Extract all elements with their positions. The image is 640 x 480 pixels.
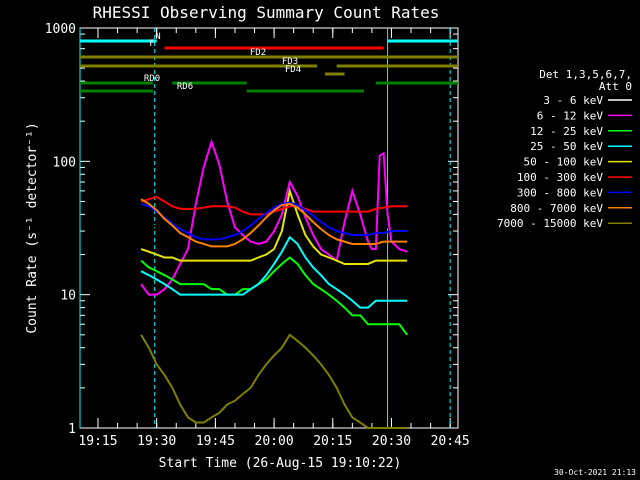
y-tick-label: 1000 [45, 22, 76, 37]
x-tick-label: 19:45 [196, 434, 235, 449]
x-tick-label: 20:30 [372, 434, 411, 449]
flag-bar-label: FD2 [250, 48, 266, 58]
legend-header: Att 0 [599, 80, 632, 93]
x-axis-label: Start Time (26-Aug-15 19:10:22) [159, 456, 402, 471]
flag-bar-label: RD6 [177, 82, 193, 92]
legend-entry-label: 25 - 50 keV [530, 140, 603, 153]
flag-bar-label: FD3 [282, 57, 298, 67]
series-line [140, 186, 408, 265]
legend-entry-label: 7000 - 15000 keV [497, 217, 603, 230]
series-line [140, 195, 408, 216]
y-tick-label: 10 [60, 289, 76, 304]
flag-bar-label: FD4 [285, 65, 301, 75]
flag-bar-label: N [155, 32, 160, 42]
axis-ticks: 19:15 19:30 19:45 20:00 20:15 20:30 20:45 1 10 10… [45, 22, 470, 449]
x-tick-label: 19:30 [137, 434, 176, 449]
series-line [140, 256, 408, 336]
y-tick-label: 100 [53, 155, 76, 170]
x-tick-label: 20:45 [431, 434, 470, 449]
y-axis-label: Count Rate (s⁻¹ detector⁻¹) [25, 122, 40, 333]
legend-entry-label: 3 - 6 keV [543, 94, 603, 107]
flag-bar-label: RD0 [144, 74, 160, 84]
series-line [140, 235, 408, 309]
legend-entry-label: 300 - 800 keV [517, 186, 603, 199]
legend-header: Det 1,3,5,6,7, [539, 68, 632, 81]
y-tick-label: 1 [68, 422, 76, 437]
legend-entry-label: 800 - 7000 keV [510, 202, 603, 215]
series-line [140, 198, 408, 248]
x-tick-label: 19:15 [78, 434, 117, 449]
legend-entry-label: 6 - 12 keV [537, 109, 604, 122]
series-line [140, 201, 408, 241]
series-line [140, 333, 408, 429]
series-line [140, 138, 408, 296]
legend-entry-label: 50 - 100 keV [524, 156, 604, 169]
legend-entry-label: 12 - 25 keV [530, 125, 603, 138]
legend-entry-label: 100 - 300 keV [517, 171, 603, 184]
legend: Det 1,3,5,6,7,Att 03 - 6 keV 6 - 12 keV 12… [497, 68, 632, 230]
flag-bar-label: F [149, 39, 154, 49]
chart-title: RHESSI Observing Summary Count Rates [93, 3, 440, 22]
x-tick-label: 20:15 [313, 434, 352, 449]
series-lines [140, 138, 408, 429]
x-tick-label: 20:00 [255, 434, 294, 449]
series-line [141, 145, 408, 236]
datestamp: 30-Oct-2021 21:13 [554, 468, 636, 477]
